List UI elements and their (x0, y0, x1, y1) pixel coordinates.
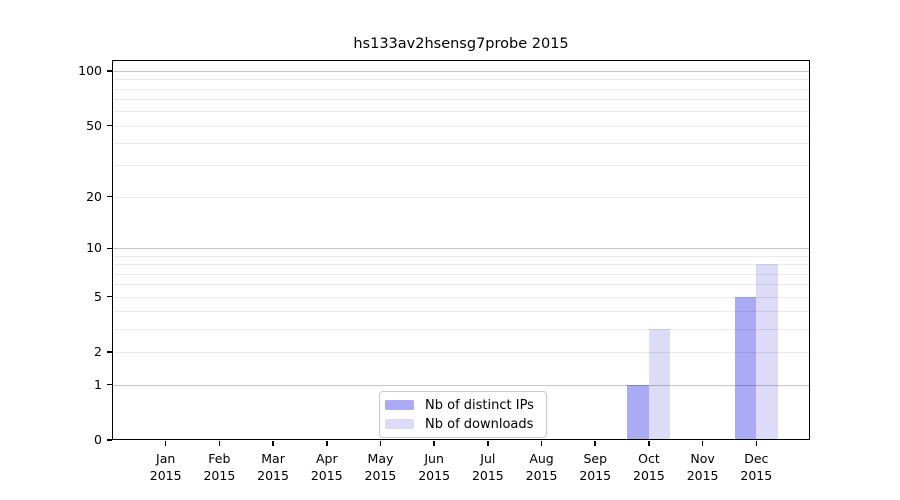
gridline-minor-50 (112, 125, 810, 127)
gridline-minor-5 (112, 296, 810, 298)
x-tick-oct-2015 (648, 441, 650, 446)
y-tick-label-100: 100 (78, 63, 102, 78)
y-tick-label-0: 0 (94, 432, 102, 447)
x-tick-label-jan-2015: Jan 2015 (149, 451, 182, 483)
x-tick-dec-2015 (755, 441, 758, 446)
gridline-major-100 (112, 71, 810, 72)
x-tick-feb-2015 (218, 441, 221, 446)
gridline-minor-3 (112, 329, 810, 331)
x-tick-mar-2015 (272, 441, 274, 446)
x-tick-aug-2015 (540, 441, 543, 446)
x-tick-sep-2015 (594, 441, 596, 446)
x-tick-label-sep-2015: Sep 2015 (579, 451, 612, 483)
gridline-minor-9 (112, 255, 810, 257)
x-tick-jan-2015 (164, 441, 167, 446)
x-tick-label-aug-2015: Aug 2015 (525, 451, 558, 483)
legend-row-distinct-ips: Nb of distinct IPs (385, 396, 538, 415)
bar-nb-of-distinct-ips-oct-2015 (627, 384, 649, 440)
y-tick-50 (106, 124, 112, 127)
x-tick-label-jul-2015: Jul 2015 (471, 451, 504, 483)
gridline-minor-20 (112, 196, 810, 198)
x-tick-jul-2015 (487, 441, 489, 446)
y-tick-label-2: 2 (94, 344, 102, 360)
y-tick-5 (106, 295, 112, 298)
x-tick-label-may-2015: May 2015 (364, 451, 397, 483)
bar-nb-of-distinct-ips-dec-2015 (734, 296, 757, 440)
legend: Nb of distinct IPs Nb of downloads (379, 391, 547, 438)
x-tick-may-2015 (379, 441, 382, 446)
x-tick-label-oct-2015: Oct 2015 (633, 451, 665, 483)
x-tick-nov-2015 (701, 441, 704, 446)
gridline-minor-90 (112, 79, 810, 81)
legend-swatch-downloads (385, 419, 414, 429)
gridline-minor-60 (112, 111, 810, 113)
bar-nb-of-downloads-oct-2015 (648, 329, 671, 440)
y-tick-20 (106, 195, 112, 198)
x-tick-label-feb-2015: Feb 2015 (203, 451, 236, 483)
bar-nb-of-downloads-dec-2015 (756, 264, 778, 440)
legend-row-downloads: Nb of downloads (385, 415, 538, 434)
y-tick-2 (106, 351, 112, 353)
y-tick-1 (106, 383, 112, 386)
gridline-minor-6 (112, 284, 810, 286)
x-tick-apr-2015 (326, 441, 328, 446)
legend-label-downloads: Nb of downloads (425, 416, 534, 432)
gridline-minor-30 (112, 165, 810, 167)
gridline-minor-40 (112, 143, 810, 145)
y-tick-10 (106, 247, 112, 250)
legend-label-distinct-ips: Nb of distinct IPs (425, 397, 534, 413)
gridline-major-1 (112, 384, 810, 386)
y-tick-label-5: 5 (94, 288, 102, 304)
x-tick-label-mar-2015: Mar 2015 (257, 451, 289, 483)
y-tick-label-1: 1 (94, 376, 102, 392)
x-tick-jun-2015 (433, 441, 435, 446)
y-tick-label-10: 10 (86, 240, 102, 256)
gridline-minor-2 (112, 352, 810, 354)
gridline-minor-8 (112, 264, 810, 266)
x-tick-label-jun-2015: Jun 2015 (418, 451, 451, 483)
chart-title: hs133av2hsensg7probe 2015 (353, 36, 569, 52)
y-tick-100 (106, 70, 112, 72)
gridline-minor-80 (112, 88, 810, 90)
y-tick-label-20: 20 (86, 188, 102, 204)
gridline-minor-70 (112, 99, 810, 101)
gridline-minor-4 (112, 311, 810, 313)
x-tick-label-apr-2015: Apr 2015 (310, 451, 343, 483)
y-tick-label-50: 50 (86, 117, 102, 133)
plot-area-border (112, 60, 810, 440)
legend-swatch-distinct-ips (385, 400, 414, 410)
gridline-major-10 (112, 248, 810, 250)
x-tick-label-dec-2015: Dec 2015 (740, 451, 773, 483)
x-tick-label-nov-2015: Nov 2015 (686, 451, 719, 483)
gridline-minor-7 (112, 273, 810, 275)
y-tick-0 (106, 439, 112, 441)
